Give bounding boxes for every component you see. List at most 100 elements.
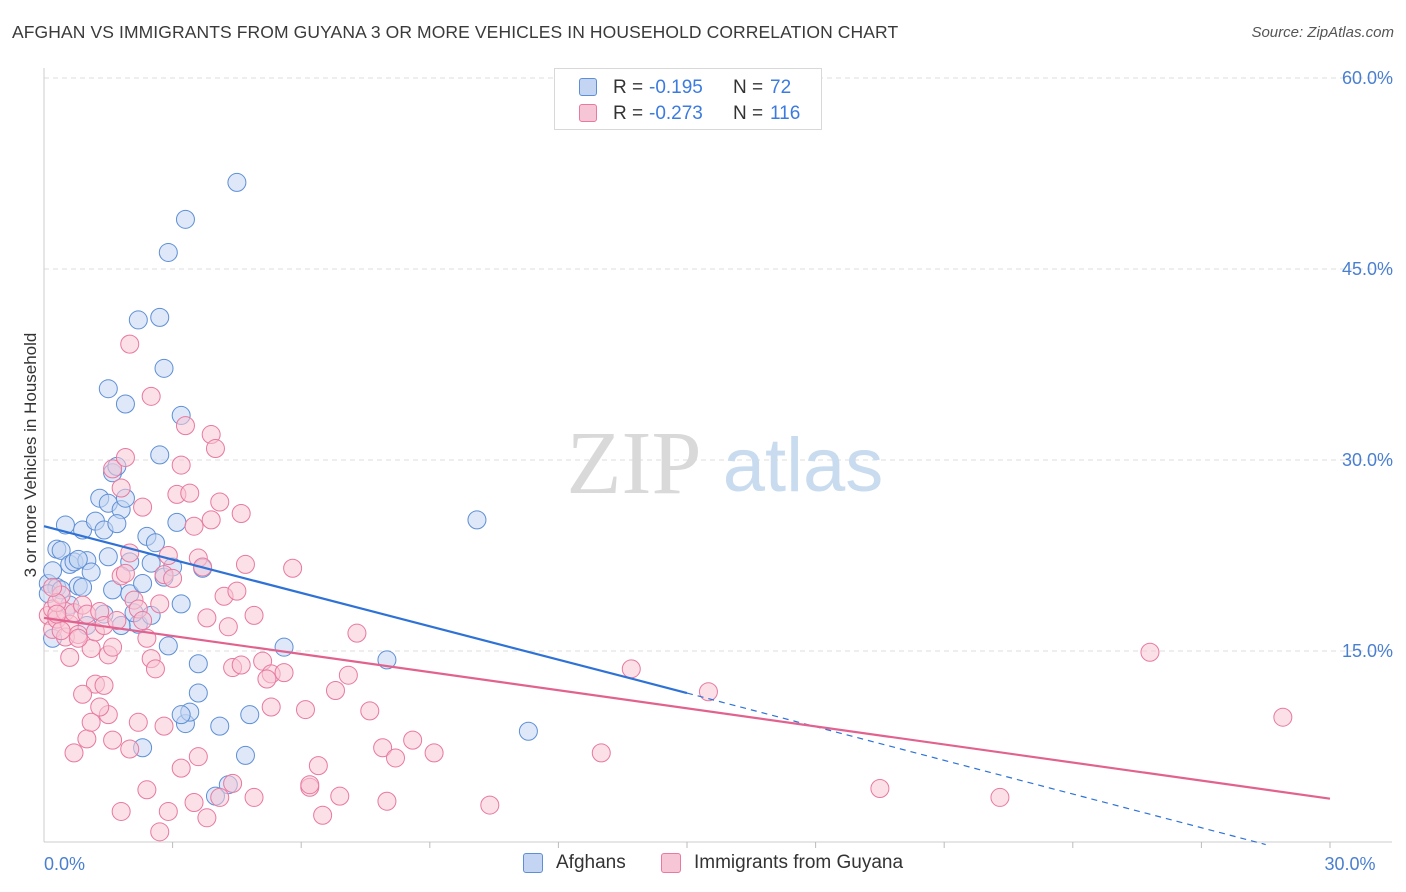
n-value: 116 — [770, 103, 801, 124]
guyana-point — [137, 780, 157, 800]
watermark-zip: ZIP — [567, 414, 702, 513]
guyana-point — [115, 447, 135, 467]
afghans-point — [158, 242, 178, 262]
guyana-point — [257, 669, 277, 689]
guyana-point — [223, 773, 243, 793]
guyana-point — [60, 647, 80, 667]
guyana-point — [115, 563, 135, 583]
guyana-point — [1140, 642, 1160, 662]
guyana-point — [184, 793, 204, 813]
guyana-point — [81, 712, 101, 732]
afghans-trend-line — [43, 525, 688, 695]
guyana-point — [64, 743, 84, 763]
afghans-point — [467, 510, 487, 530]
x-tick-labels: 0.0% 30.0% — [44, 854, 1376, 874]
guyana-point — [111, 801, 131, 821]
x-tick-label: 30.0% — [1324, 854, 1375, 874]
afghans-swatch — [579, 78, 597, 96]
source-label: Source: ZipAtlas.com — [1251, 24, 1394, 41]
guyana-point — [308, 756, 328, 776]
guyana-point — [158, 546, 178, 565]
guyana-point — [244, 605, 264, 625]
guyana-point — [175, 416, 195, 436]
guyana-point — [184, 516, 204, 536]
guyana-point — [591, 743, 611, 763]
y-tick-label: 60.0% — [1342, 68, 1393, 88]
watermark-atlas: atlas — [723, 423, 884, 508]
guyana-point — [300, 775, 320, 795]
guyana-point — [103, 730, 123, 750]
gridlines — [43, 68, 1392, 843]
guyana-point — [94, 675, 114, 695]
guyana-point — [90, 697, 110, 717]
guyana-point — [698, 682, 718, 702]
guyana-point — [133, 497, 153, 517]
guyana-point — [103, 637, 123, 657]
n-label: N = — [733, 103, 764, 124]
afghans-point — [73, 577, 93, 597]
guyana-point — [171, 758, 191, 778]
guyana-point — [990, 787, 1010, 807]
r-label: R = — [613, 103, 644, 124]
afghans-point — [150, 307, 170, 327]
guyana-point — [205, 439, 225, 459]
afghans-point — [235, 745, 255, 765]
guyana-point — [227, 581, 247, 601]
afghans-point — [107, 514, 127, 534]
guyana-point — [133, 610, 153, 630]
afghans-point — [518, 721, 538, 741]
guyana-point — [188, 747, 208, 767]
afghans-point — [175, 209, 195, 229]
afghans-point — [43, 561, 63, 581]
guyana-point — [68, 628, 88, 648]
afghans-point — [227, 172, 247, 192]
afghans-point — [171, 705, 191, 725]
guyana-point — [180, 483, 200, 503]
guyana-point — [274, 663, 294, 683]
stats-legend: R = -0.195 N = 72 R = -0.273 N = 116 — [554, 68, 822, 130]
r-value: -0.273 — [649, 103, 703, 124]
guyana-point — [150, 594, 170, 614]
guyana-point — [870, 779, 890, 799]
guyana-point — [347, 623, 367, 643]
afghans-point — [115, 394, 135, 414]
guyana-point — [163, 568, 183, 588]
guyana-point — [386, 748, 406, 768]
watermark: ZIP atlas — [567, 414, 884, 513]
y-tick-label: 45.0% — [1342, 259, 1393, 279]
guyana-point — [325, 680, 345, 700]
guyana-point — [218, 617, 238, 637]
afghans-trend-extension — [686, 692, 1266, 846]
guyana-point — [111, 478, 131, 498]
legend-label-afghans: Afghans — [556, 852, 626, 873]
guyana-point — [210, 492, 230, 512]
x-tick-marks — [172, 842, 1331, 848]
y-tick-label: 30.0% — [1342, 450, 1393, 470]
guyana-point — [1273, 707, 1293, 727]
afghans-point — [98, 379, 118, 399]
guyana-point — [338, 665, 358, 685]
guyana-swatch — [661, 853, 681, 873]
guyana-point — [158, 801, 178, 821]
trend-lines — [43, 525, 1331, 846]
guyana-point — [283, 558, 303, 578]
guyana-points — [38, 334, 1293, 842]
afghans-point — [188, 683, 208, 703]
guyana-point — [145, 659, 165, 679]
r-value: -0.195 — [649, 77, 703, 98]
guyana-point — [235, 554, 255, 574]
guyana-point — [295, 700, 315, 720]
n-value: 72 — [770, 77, 792, 98]
guyana-point — [261, 697, 281, 717]
x-tick-label: 0.0% — [44, 854, 85, 874]
bottom-legend: Afghans Immigrants from Guyana — [0, 852, 1406, 878]
afghans-swatch — [523, 853, 543, 873]
afghans-point — [98, 547, 118, 567]
guyana-point — [73, 684, 93, 704]
guyana-point — [107, 610, 127, 630]
r-label: R = — [613, 77, 644, 98]
guyana-point — [231, 655, 251, 675]
afghans-point — [158, 636, 178, 656]
guyana-point — [403, 730, 423, 750]
guyana-point — [201, 510, 221, 530]
